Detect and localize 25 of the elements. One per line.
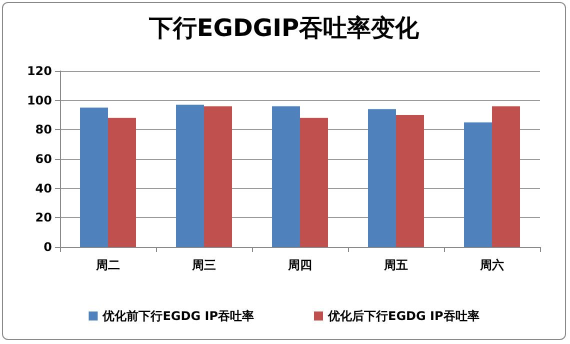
x-tick-label: 周六 xyxy=(479,258,504,272)
x-tick-label: 周五 xyxy=(383,258,408,272)
chart-title: 下行EGDGIP吞吐率变化 xyxy=(148,14,420,42)
bar xyxy=(272,106,300,247)
bar xyxy=(300,118,328,247)
bar xyxy=(464,122,492,247)
bar xyxy=(396,115,424,247)
x-tick-label: 周三 xyxy=(191,258,216,272)
y-tick-label: 0 xyxy=(44,240,52,254)
bar xyxy=(204,106,232,247)
bar xyxy=(108,118,136,247)
y-tick-label: 100 xyxy=(26,93,52,108)
legend-label: 优化前下行EGDG IP吞吐率 xyxy=(102,309,254,323)
y-tick-label: 80 xyxy=(35,122,52,137)
x-tick-label: 周四 xyxy=(287,258,312,272)
bar xyxy=(80,108,108,247)
y-tick-label: 40 xyxy=(35,181,52,196)
x-tick-label: 周二 xyxy=(95,258,120,272)
bar xyxy=(492,106,520,247)
y-tick-label: 120 xyxy=(26,64,52,78)
y-tick-label: 20 xyxy=(35,210,52,225)
bar xyxy=(176,104,204,247)
bar xyxy=(368,109,396,247)
legend-label: 优化后下行EGDG IP吞吐率 xyxy=(327,309,480,323)
y-tick-label: 60 xyxy=(35,152,52,166)
